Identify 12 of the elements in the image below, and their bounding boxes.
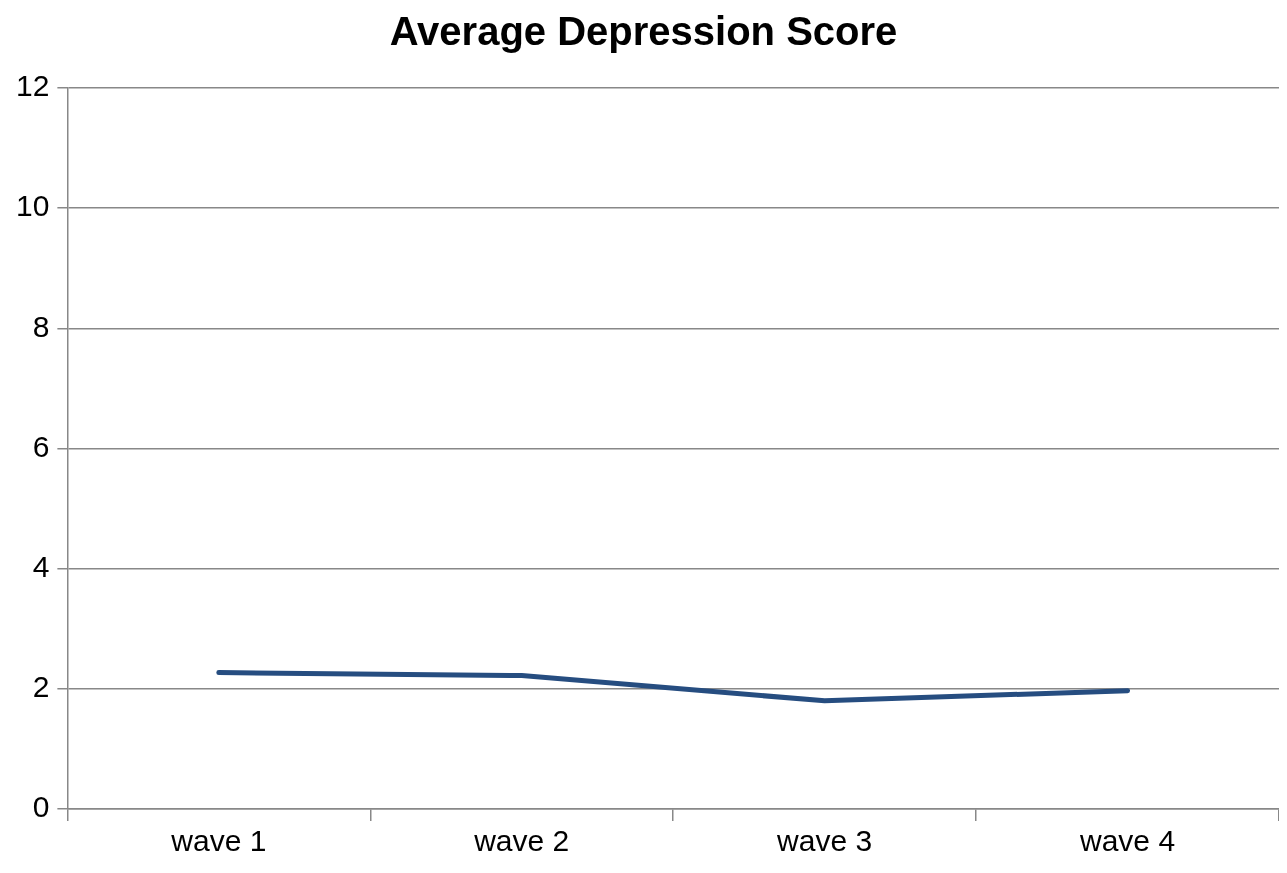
y-tick-label: 4	[32, 549, 50, 583]
chart-title: Average Depression Score	[389, 9, 898, 54]
y-tick-label: 6	[32, 429, 50, 463]
y-tick-label: 10	[15, 189, 50, 223]
x-tick-label: wave 2	[473, 824, 570, 858]
y-tick-label: 12	[15, 69, 50, 103]
x-tick-label: wave 3	[776, 824, 873, 858]
x-tick-label: wave 4	[1079, 824, 1176, 858]
y-tick-label: 8	[32, 309, 50, 343]
x-tick-label: wave 1	[170, 824, 267, 858]
y-tick-label: 0	[32, 790, 50, 824]
y-tick-label: 2	[32, 670, 50, 704]
